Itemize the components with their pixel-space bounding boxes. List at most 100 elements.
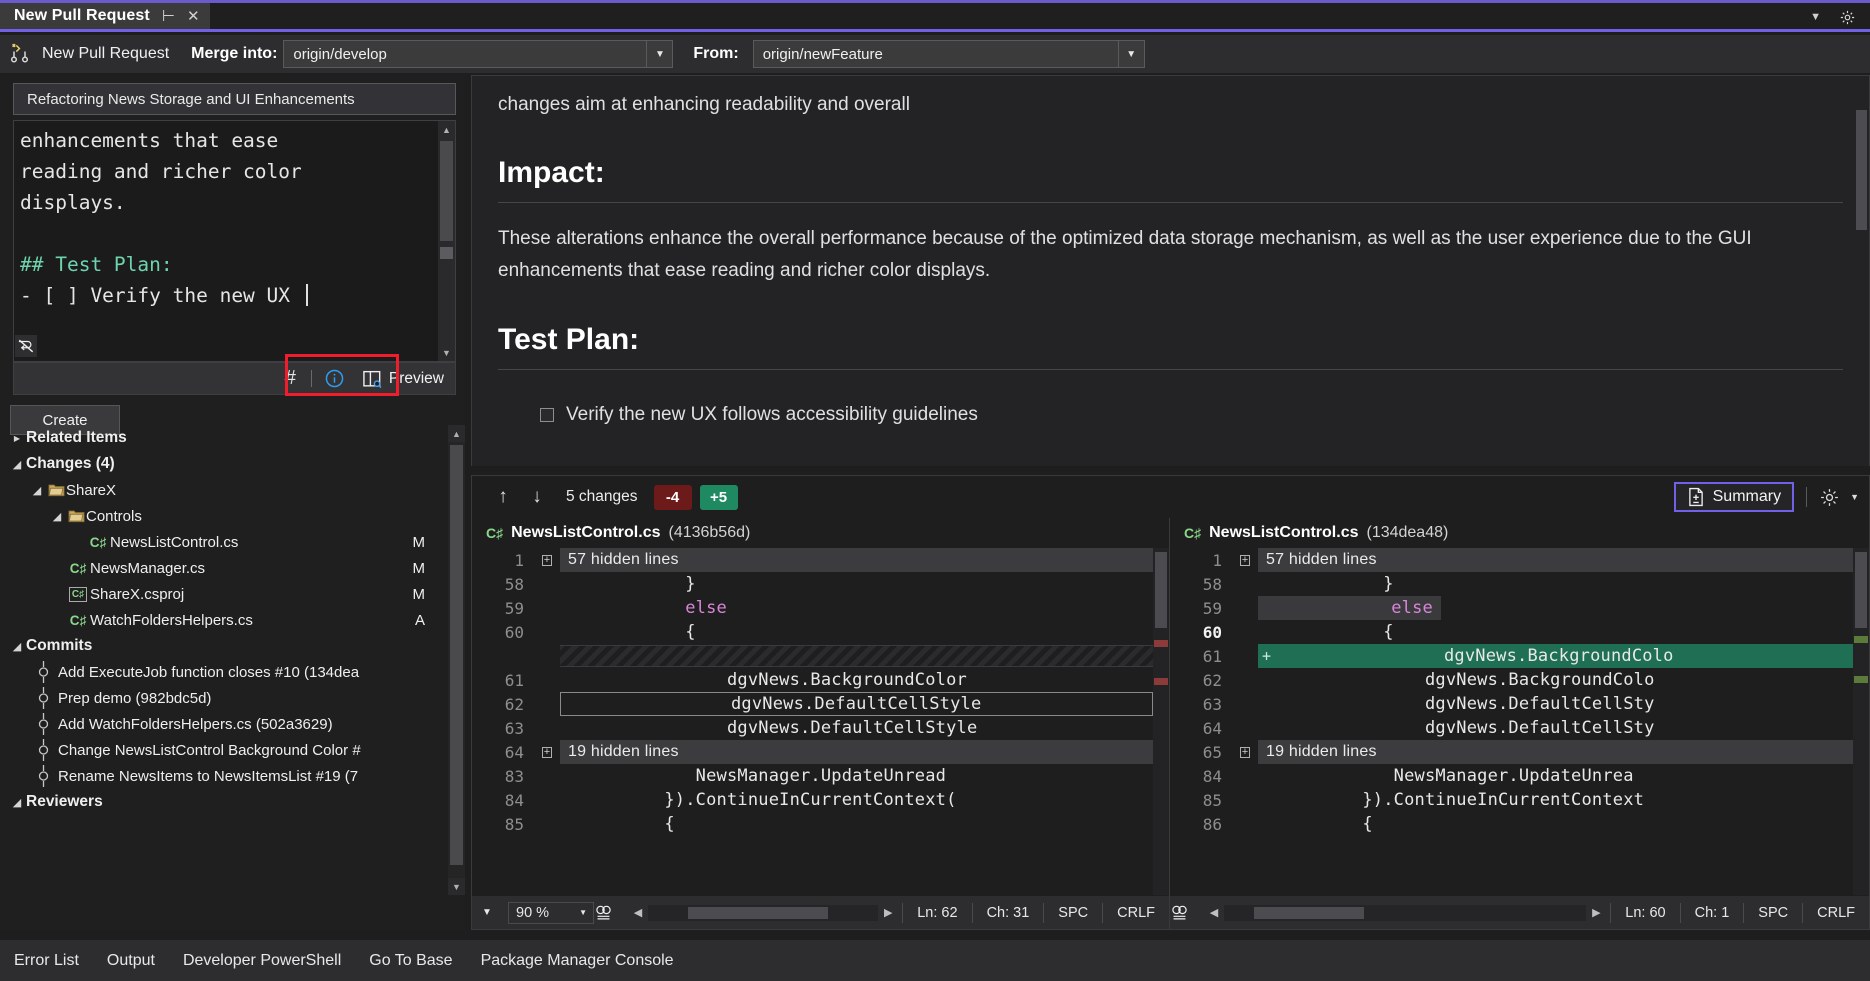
change-marker[interactable] xyxy=(1154,678,1168,685)
expander-expanded-icon[interactable] xyxy=(8,640,26,653)
vertical-splitter[interactable] xyxy=(465,75,471,930)
gear-icon[interactable] xyxy=(1819,487,1840,508)
pr-description-editor[interactable]: enhancements that ease reading and riche… xyxy=(13,120,456,362)
expand-hidden-lines-icon[interactable]: + xyxy=(1239,553,1251,566)
scroll-down-icon[interactable]: ▼ xyxy=(438,344,455,361)
tree-row[interactable]: Add ExecuteJob function closes #10 (134d… xyxy=(0,659,447,685)
scrollbar-thumb-secondary[interactable] xyxy=(440,247,453,259)
summary-button[interactable]: Summary xyxy=(1673,482,1795,512)
zoom-combobox[interactable]: 90 % ▼ xyxy=(508,901,594,924)
diff-line[interactable]: 64 +19 hidden lines xyxy=(472,740,1169,764)
tree-scrollbar[interactable]: ▲ ▼ xyxy=(448,425,465,895)
merge-into-combobox[interactable]: origin/develop ▼ xyxy=(283,40,674,68)
hidden-lines-band[interactable]: 57 hidden lines xyxy=(1258,548,1853,572)
scroll-down-icon[interactable]: ▼ xyxy=(448,878,465,895)
preview-button[interactable]: Preview xyxy=(355,364,453,393)
tree-row[interactable]: ShareX xyxy=(0,477,447,503)
diff-line[interactable]: 64 dgvNews.DefaultCellSty xyxy=(1170,716,1869,740)
tree-row[interactable]: C♯ ShareX.csproj M xyxy=(0,581,447,607)
tree-row[interactable]: Related Items xyxy=(0,425,447,451)
bottom-tab[interactable]: Package Manager Console xyxy=(480,951,674,969)
bottom-tab[interactable]: Output xyxy=(106,951,155,969)
change-marker[interactable] xyxy=(1854,636,1868,643)
diff-compare-icon[interactable] xyxy=(1170,904,1200,921)
diff-line[interactable]: 83 NewsManager.UpdateUnread xyxy=(472,764,1169,788)
scroll-left-icon[interactable]: ◀ xyxy=(1209,907,1219,919)
diff-line[interactable]: 63 dgvNews.DefaultCellStyle xyxy=(472,716,1169,740)
scroll-right-icon[interactable]: ▶ xyxy=(884,907,893,919)
markdown-hash-icon[interactable]: # xyxy=(284,367,296,389)
task-checkbox[interactable] xyxy=(540,408,554,422)
tree-row[interactable]: Reviewers xyxy=(0,789,447,815)
diff-line[interactable]: 63 dgvNews.DefaultCellSty xyxy=(1170,692,1869,716)
expand-hidden-lines-icon[interactable]: + xyxy=(541,745,553,758)
diff-line[interactable]: 84 }).ContinueInCurrentContext( xyxy=(472,788,1169,812)
pin-icon[interactable]: ⊢ xyxy=(161,7,175,25)
diff-line[interactable] xyxy=(472,644,1169,668)
scroll-right-icon[interactable]: ▶ xyxy=(1592,907,1601,919)
diff-line[interactable]: 61 dgvNews.BackgroundColor xyxy=(472,668,1169,692)
scroll-up-icon[interactable]: ▲ xyxy=(438,121,455,138)
scrollbar-thumb[interactable] xyxy=(440,141,453,241)
expand-hidden-lines-icon[interactable]: + xyxy=(541,553,553,566)
diff-line[interactable]: 60 { xyxy=(1170,620,1869,644)
expander-expanded-icon[interactable] xyxy=(8,458,26,471)
diff-line[interactable]: 59 else xyxy=(1170,596,1869,620)
preview-scrollbar[interactable] xyxy=(1854,76,1869,470)
diff-line[interactable]: 84 NewsManager.UpdateUnrea xyxy=(1170,764,1869,788)
chevron-down-icon[interactable]: ▼ xyxy=(1850,492,1859,502)
scrollbar-thumb[interactable] xyxy=(1254,906,1364,919)
diff-right-horizontal-scrollbar[interactable]: ◀ ▶ xyxy=(1204,904,1606,922)
expander-collapsed-icon[interactable] xyxy=(8,434,26,443)
create-button[interactable]: Create xyxy=(10,405,120,435)
hidden-lines-band[interactable]: 19 hidden lines xyxy=(560,740,1153,764)
close-icon[interactable]: ✕ xyxy=(186,7,200,25)
arrow-up-icon[interactable]: ↑ xyxy=(498,486,508,507)
scrollbar-thumb[interactable] xyxy=(1856,110,1867,230)
diff-line[interactable]: 1 +57 hidden lines xyxy=(472,548,1169,572)
tree-row[interactable]: Controls xyxy=(0,503,447,529)
tree-row[interactable]: Rename NewsItems to NewsItemsList #19 (7 xyxy=(0,763,447,789)
arrow-down-icon[interactable]: ↓ xyxy=(532,486,542,507)
info-icon[interactable] xyxy=(324,368,345,389)
pr-title-input[interactable]: Refactoring News Storage and UI Enhancem… xyxy=(13,83,456,115)
tree-row[interactable]: Add WatchFoldersHelpers.cs (502a3629) xyxy=(0,711,447,737)
diff-right-code[interactable]: 1 +57 hidden lines 58 } 59 else 60 {61 + dgvN… xyxy=(1170,548,1869,895)
hidden-lines-band[interactable]: 57 hidden lines xyxy=(560,548,1153,572)
expander-expanded-icon[interactable] xyxy=(8,796,26,809)
chevron-down-icon[interactable]: ▼ xyxy=(1810,11,1821,23)
chevron-down-icon[interactable]: ▼ xyxy=(1117,41,1144,67)
diff-right-vertical-scrollbar[interactable] xyxy=(1853,548,1869,895)
diff-line[interactable]: 62 dgvNews.DefaultCellStyle xyxy=(472,692,1169,716)
chevron-down-icon[interactable]: ▼ xyxy=(482,907,492,918)
diff-line[interactable]: 62 dgvNews.BackgroundColo xyxy=(1170,668,1869,692)
hidden-lines-band[interactable]: 19 hidden lines xyxy=(1258,740,1853,764)
expand-hidden-lines-icon[interactable]: + xyxy=(1239,745,1251,758)
scrollbar-track[interactable] xyxy=(1224,904,1587,921)
tab-new-pull-request[interactable]: New Pull Request ⊢ ✕ xyxy=(0,3,210,32)
diff-left-horizontal-scrollbar[interactable]: ◀ ▶ xyxy=(628,904,898,922)
chevron-down-icon[interactable]: ▼ xyxy=(646,41,672,67)
tree-row[interactable]: C♯ WatchFoldersHelpers.cs A xyxy=(0,607,447,633)
change-marker[interactable] xyxy=(1154,640,1168,647)
diff-compare-icon[interactable] xyxy=(594,904,624,921)
diff-line[interactable]: 1 +57 hidden lines xyxy=(1170,548,1869,572)
tree-row[interactable]: Changes (4) xyxy=(0,451,447,477)
diff-line[interactable]: 58 } xyxy=(1170,572,1869,596)
change-marker[interactable] xyxy=(1854,676,1868,683)
expander-expanded-icon[interactable] xyxy=(48,510,66,523)
diff-left-code[interactable]: 1 +57 hidden lines 58 } 59 else 60 {61 dgvNe… xyxy=(472,548,1169,895)
bottom-tab[interactable]: Go To Base xyxy=(369,951,453,969)
chevron-down-icon[interactable]: ▼ xyxy=(579,908,587,917)
from-combobox[interactable]: origin/newFeature ▼ xyxy=(752,40,1145,68)
diff-line[interactable]: 60 { xyxy=(472,620,1169,644)
diff-line[interactable]: 85 { xyxy=(472,812,1169,836)
bottom-tab[interactable]: Developer PowerShell xyxy=(182,951,342,969)
tree-row[interactable]: Change NewsListControl Background Color … xyxy=(0,737,447,763)
diff-line[interactable]: 58 } xyxy=(472,572,1169,596)
tree-row[interactable]: C♯ NewsListControl.cs M xyxy=(0,529,447,555)
diff-left-vertical-scrollbar[interactable] xyxy=(1153,548,1169,895)
diff-line[interactable]: 86 { xyxy=(1170,812,1869,836)
tree-row[interactable]: Prep demo (982bdc5d) xyxy=(0,685,447,711)
scrollbar-thumb[interactable] xyxy=(688,906,828,919)
